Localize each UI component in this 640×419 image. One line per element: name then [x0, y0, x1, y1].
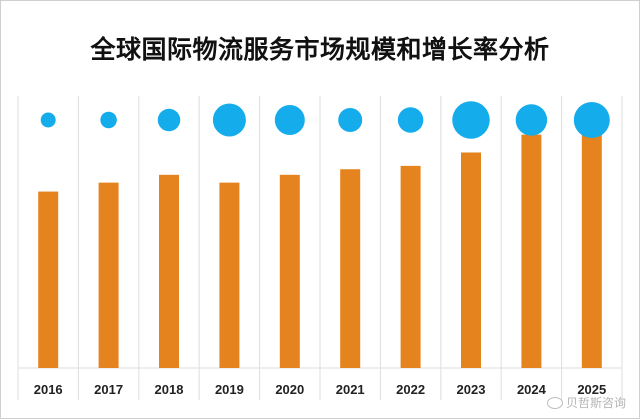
bubble-2019: [212, 103, 246, 137]
bubble-2021: [338, 108, 363, 132]
x-tick-label: 2018: [155, 382, 184, 397]
bar-2022: [400, 165, 421, 368]
bar-2023: [461, 152, 481, 368]
watermark-text: 贝哲斯咨询: [565, 396, 626, 410]
bubble-2016: [40, 112, 56, 128]
bubble-2023: [452, 101, 490, 139]
bubble-2025: [573, 102, 610, 138]
bar-2017: [98, 182, 119, 368]
bar-2025: [581, 120, 602, 368]
chart-title: 全球国际物流服务市场规模和增长率分析: [90, 35, 550, 64]
x-tick-label: 2017: [94, 382, 123, 397]
watermark: 贝哲斯咨询: [546, 394, 626, 411]
bubble-2024: [515, 104, 548, 136]
bar-2024: [521, 134, 542, 368]
bar-2021: [340, 169, 361, 368]
x-tick-label: 2025: [577, 382, 606, 397]
bar-2016: [38, 191, 59, 368]
bar-2019: [219, 182, 240, 368]
bar-2018: [159, 174, 179, 368]
x-tick-label: 2019: [215, 382, 244, 397]
x-tick-label: 2020: [275, 382, 304, 397]
bubble-2017: [100, 111, 117, 129]
x-tick-label: 2024: [517, 382, 547, 397]
bar-2020: [279, 174, 300, 368]
x-tick-label: 2022: [396, 382, 425, 397]
weibo-icon: [546, 396, 563, 409]
x-tick-label: 2016: [34, 382, 63, 397]
bubble-2018: [157, 108, 181, 132]
x-tick-label: 2023: [457, 382, 486, 397]
bubble-2022: [397, 107, 424, 133]
x-tick-label: 2021: [336, 382, 365, 397]
bubble-2020: [274, 105, 305, 135]
